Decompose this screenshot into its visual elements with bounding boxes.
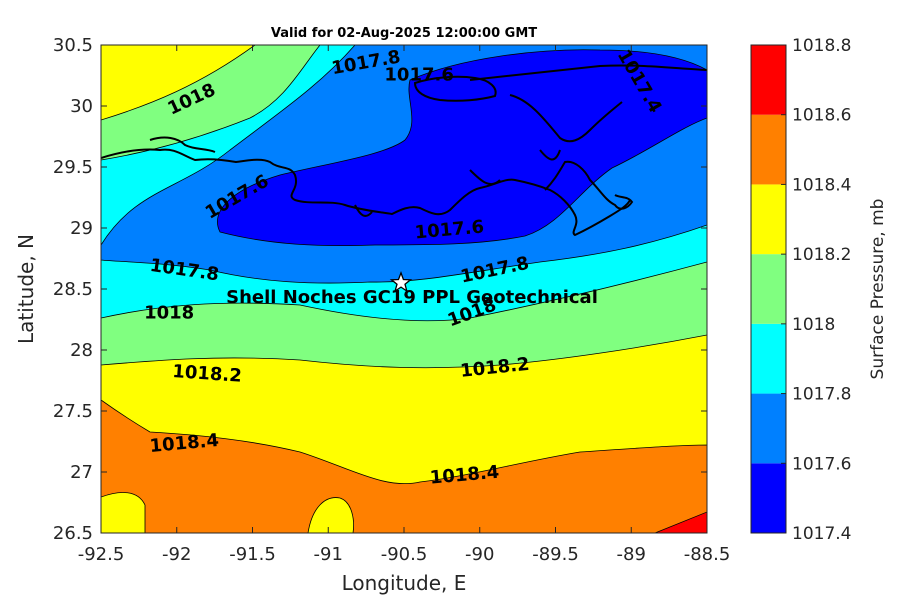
coastline-lake [413, 75, 497, 102]
x-tick-label: -92 [162, 544, 191, 565]
colorbar-swatch [751, 114, 786, 185]
y-tick-label: 29 [70, 218, 93, 239]
coastline-ms [469, 64, 707, 81]
coastline-bays [149, 94, 623, 217]
band-1017-4 [217, 49, 707, 247]
contour-label: 1017.6 [384, 65, 453, 86]
band-1018-4 [101, 399, 707, 533]
coastline [101, 64, 707, 237]
x-tick-label: -92.5 [78, 544, 125, 565]
star-icon [389, 271, 413, 293]
colorbar-tick-label: 1018.6 [792, 106, 851, 126]
colorbar-label: Surface Pressure, mb [868, 199, 888, 380]
colorbar-frame [750, 44, 787, 534]
contour-label: 1018 [144, 302, 194, 323]
colorbar-tick-label: 1018 [792, 315, 835, 335]
x-tick-label: -88.5 [684, 544, 731, 565]
colorbar-swatch [751, 254, 786, 324]
colorbar-swatch [751, 45, 786, 115]
site-marker: Shell Noches GC19 PPL Geotechnical [226, 271, 598, 308]
colorbar-swatch [751, 323, 786, 394]
band-1018-2-pocket-west [101, 492, 146, 533]
x-tick-label: -90.5 [381, 544, 428, 565]
coastline-delta [544, 160, 634, 210]
x-tick-label: -89.5 [532, 544, 579, 565]
x-axis-ticks: -92.5 -92 -91.5 -91 -90.5 -90 -89.5 -89 -88.5 [78, 45, 731, 565]
colorbar-tick-label: 1018.8 [792, 36, 851, 56]
colorbar-swatch [751, 184, 786, 255]
y-tick-label: 27.5 [53, 401, 93, 422]
colorbar-tick-label: 1017.4 [792, 524, 851, 544]
colorbar-tick-label: 1017.8 [792, 385, 851, 405]
colorbar-tick-label: 1018.4 [792, 175, 851, 195]
chart-title: Valid for 02-Aug-2025 12:00:00 GMT [271, 26, 537, 41]
site-label: Shell Noches GC19 PPL Geotechnical [226, 287, 598, 308]
x-axis-label: Longitude, E [342, 571, 467, 595]
colorbar-swatch [751, 463, 786, 533]
colorbar: 1017.4 1017.6 1017.8 1018 1018.2 1018.4 1018.6… [750, 36, 851, 544]
x-tick-label: -89 [617, 544, 646, 565]
y-tick-label: 28 [70, 340, 93, 361]
colorbar-swatch [751, 393, 786, 464]
y-tick-label: 26.5 [53, 523, 93, 544]
x-tick-label: -90 [465, 544, 494, 565]
y-tick-label: 29.5 [53, 157, 93, 178]
y-axis-ticks: 30.5 30 29.5 29 28.5 28 27.5 27 26.5 [53, 35, 707, 544]
x-tick-label: -91 [314, 544, 343, 565]
band-1018-2-pocket-mid [307, 497, 354, 533]
y-tick-label: 30 [70, 96, 93, 117]
y-tick-label: 28.5 [53, 279, 93, 300]
band-1018-6 [654, 511, 707, 533]
contour-label: 1018.2 [172, 361, 243, 387]
y-tick-label: 27 [70, 462, 93, 483]
y-axis-label: Latitude, N [14, 234, 38, 344]
y-tick-label: 30.5 [53, 35, 93, 56]
contour-fill [101, 45, 707, 533]
x-tick-label: -91.5 [229, 544, 276, 565]
colorbar-tick-label: 1017.6 [792, 454, 851, 474]
colorbar-tick-label: 1018.2 [792, 245, 851, 265]
coastline-main [101, 148, 631, 237]
